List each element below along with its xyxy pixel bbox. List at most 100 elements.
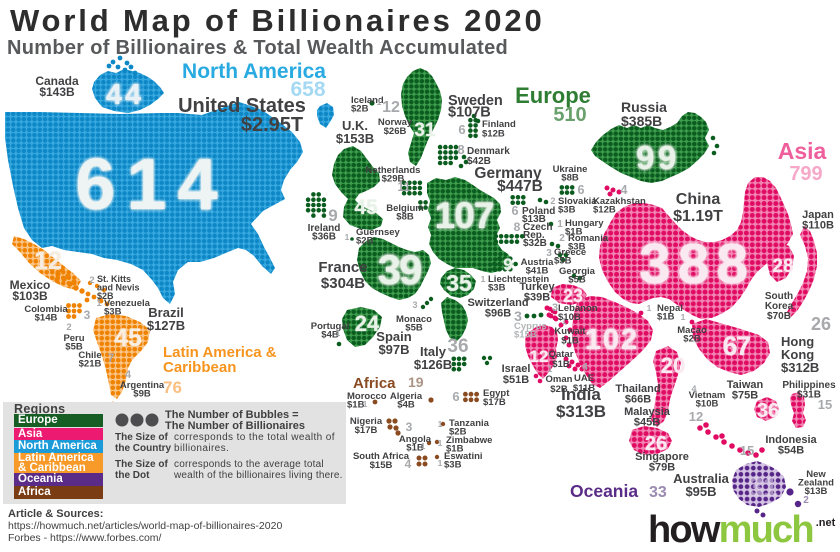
- svg-text:Iceland: Iceland: [351, 95, 384, 106]
- svg-text:South: South: [765, 291, 793, 302]
- svg-text:$13B: $13B: [522, 214, 546, 225]
- svg-text:Macao: Macao: [677, 325, 707, 336]
- svg-text:Zimbabwe: Zimbabwe: [446, 435, 492, 446]
- svg-text:Ireland: Ireland: [308, 223, 341, 234]
- svg-text:Argentina: Argentina: [120, 380, 165, 391]
- svg-text:$96B: $96B: [485, 308, 511, 320]
- svg-text:Latin America &: Latin America &: [163, 344, 277, 361]
- svg-text:Switzerland: Switzerland: [467, 297, 528, 309]
- svg-text:Mexico: Mexico: [10, 278, 51, 292]
- svg-text:U.K.: U.K.: [342, 118, 368, 133]
- svg-text:45: 45: [114, 324, 142, 352]
- svg-text:Hong: Hong: [781, 334, 814, 349]
- svg-text:1: 1: [377, 97, 382, 107]
- svg-text:31: 31: [748, 472, 778, 502]
- svg-text:and Nevis: and Nevis: [97, 283, 140, 293]
- svg-text:658: 658: [290, 78, 325, 101]
- svg-text:$127B: $127B: [147, 318, 185, 333]
- svg-text:Kazakhstan: Kazakhstan: [593, 196, 646, 207]
- svg-text:$12B: $12B: [482, 129, 505, 140]
- svg-text:Spain: Spain: [376, 329, 411, 344]
- svg-text:33: 33: [649, 484, 667, 501]
- svg-text:Austria: Austria: [521, 257, 554, 268]
- svg-text:3: 3: [514, 308, 522, 324]
- svg-text:$126B: $126B: [414, 357, 452, 372]
- svg-text:$97B: $97B: [378, 342, 409, 357]
- svg-text:19: 19: [408, 374, 424, 390]
- svg-text:$1B: $1B: [406, 443, 424, 454]
- svg-text:$13B: $13B: [805, 486, 828, 497]
- svg-text:$8B: $8B: [396, 212, 414, 223]
- svg-text:$36B: $36B: [312, 232, 336, 243]
- svg-text:99: 99: [636, 139, 680, 176]
- svg-text:Sweden: Sweden: [448, 93, 503, 109]
- svg-text:Czech: Czech: [523, 222, 552, 233]
- svg-text:3: 3: [84, 308, 91, 322]
- svg-text:15: 15: [818, 397, 832, 412]
- svg-text:$95B: $95B: [685, 484, 716, 499]
- svg-text:2: 2: [550, 196, 555, 206]
- svg-text:20: 20: [661, 353, 685, 378]
- svg-text:St. Kitts: St. Kitts: [97, 274, 131, 284]
- svg-text:$5B: $5B: [568, 275, 586, 286]
- svg-text:2: 2: [89, 275, 94, 286]
- svg-text:$153B: $153B: [336, 131, 374, 146]
- svg-text:$5B: $5B: [65, 342, 83, 353]
- svg-text:Algeria: Algeria: [390, 391, 423, 402]
- svg-text:Thailand: Thailand: [615, 383, 660, 395]
- svg-text:Oman: Oman: [546, 374, 573, 385]
- svg-text:1: 1: [421, 441, 426, 451]
- svg-text:Israel: Israel: [502, 363, 531, 375]
- svg-text:$2B: $2B: [550, 384, 568, 395]
- svg-text:$2B: $2B: [351, 104, 369, 115]
- svg-text:Angola: Angola: [399, 434, 432, 445]
- svg-text:$12B: $12B: [593, 205, 616, 216]
- svg-text:Poland: Poland: [522, 206, 555, 217]
- svg-text:Georgia: Georgia: [559, 266, 596, 277]
- svg-text:3: 3: [546, 248, 552, 259]
- svg-text:23: 23: [563, 286, 583, 306]
- svg-text:Portugal: Portugal: [311, 321, 350, 332]
- svg-text:$17B: $17B: [355, 425, 378, 436]
- svg-text:$66B: $66B: [625, 394, 651, 406]
- svg-text:3: 3: [412, 300, 417, 310]
- svg-text:Denmark: Denmark: [467, 146, 510, 157]
- svg-text:12: 12: [34, 247, 62, 275]
- svg-text:$42B: $42B: [467, 156, 491, 167]
- svg-text:1: 1: [438, 419, 443, 429]
- svg-text:Vietnam: Vietnam: [689, 390, 726, 401]
- svg-text:$15B: $15B: [370, 460, 393, 471]
- svg-text:1: 1: [548, 364, 553, 374]
- svg-text:$5B: $5B: [554, 256, 572, 267]
- svg-text:4: 4: [582, 362, 588, 373]
- svg-text:Greece: Greece: [554, 247, 586, 258]
- svg-text:Venezuela: Venezuela: [104, 298, 151, 309]
- svg-text:$3B: $3B: [558, 205, 576, 216]
- svg-text:2: 2: [66, 322, 71, 333]
- svg-text:Egypt: Egypt: [483, 388, 510, 399]
- svg-text:4: 4: [405, 457, 412, 471]
- svg-text:12: 12: [689, 409, 703, 424]
- svg-text:$4B: $4B: [321, 330, 339, 341]
- svg-text:Romania: Romania: [568, 233, 609, 244]
- svg-text:Canada: Canada: [35, 74, 79, 88]
- svg-text:$2B: $2B: [97, 291, 114, 301]
- svg-text:45: 45: [354, 196, 378, 219]
- svg-text:Malaysia: Malaysia: [624, 406, 671, 418]
- svg-text:Korea: Korea: [765, 301, 794, 312]
- svg-text:$312B: $312B: [781, 360, 819, 375]
- svg-text:$3B: $3B: [444, 460, 462, 471]
- svg-text:$32B: $32B: [523, 238, 547, 249]
- svg-text:Peru: Peru: [63, 333, 84, 344]
- svg-text:1: 1: [438, 438, 443, 448]
- svg-text:26: 26: [645, 433, 667, 455]
- svg-text:France: France: [318, 259, 367, 276]
- svg-text:$3B: $3B: [568, 242, 586, 253]
- svg-text:$4B: $4B: [397, 400, 415, 411]
- svg-text:$1B: $1B: [446, 444, 464, 455]
- svg-text:$1.19T: $1.19T: [673, 208, 723, 225]
- svg-text:Europe: Europe: [515, 83, 591, 108]
- svg-text:Brazil: Brazil: [148, 305, 183, 320]
- svg-text:$14B: $14B: [35, 313, 58, 324]
- svg-text:$26B: $26B: [384, 126, 407, 137]
